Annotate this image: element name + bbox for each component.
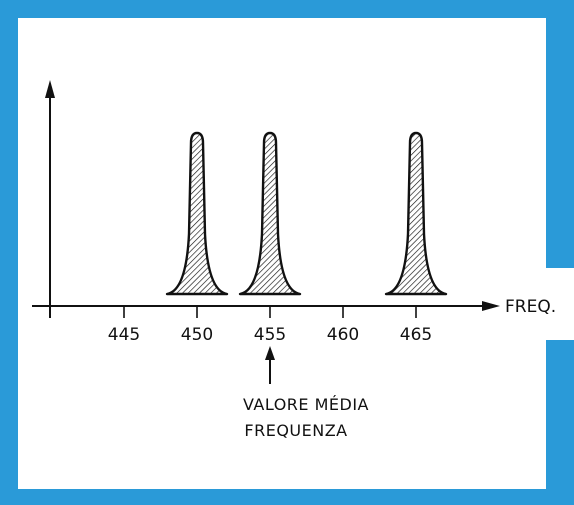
tick-label-445: 445	[108, 325, 140, 345]
frame-border-left	[0, 0, 18, 505]
y-axis-arrowhead	[45, 80, 55, 98]
annotation-line-2: FREQUENZA	[244, 421, 347, 440]
tick-group: 445 450 455 460 465	[108, 306, 432, 345]
tick-label-450: 450	[181, 325, 213, 345]
peak-455	[238, 131, 302, 296]
frame-border-top	[0, 0, 574, 18]
annotation-line-1: VALORE MÉDIA	[243, 395, 369, 414]
tick-label-455: 455	[254, 325, 286, 345]
annotation-arrowhead	[265, 346, 275, 360]
x-axis-arrowhead	[482, 301, 500, 311]
frame-border-bottom	[0, 489, 574, 505]
x-axis-label: FREQ.	[505, 297, 556, 317]
frame-border-right-lower	[546, 340, 574, 505]
peak-465	[384, 131, 448, 296]
frame-border-right-upper	[546, 0, 574, 268]
peak-group	[165, 131, 448, 296]
tick-label-465: 465	[400, 325, 432, 345]
peak-450	[165, 131, 229, 296]
tick-label-460: 460	[327, 325, 359, 345]
